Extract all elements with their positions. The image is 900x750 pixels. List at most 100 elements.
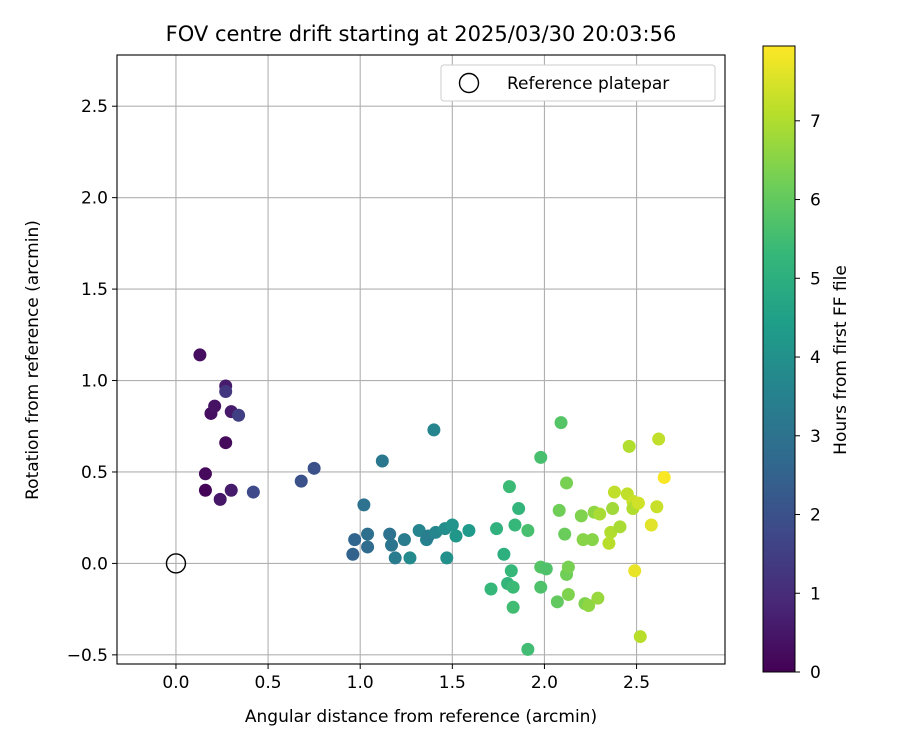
data-point	[385, 538, 399, 552]
data-point	[554, 416, 568, 430]
data-point	[403, 551, 417, 565]
data-point	[506, 600, 520, 614]
chart-title: FOV centre drift starting at 2025/03/30 …	[166, 22, 677, 46]
data-point	[232, 408, 246, 422]
data-point	[375, 454, 389, 468]
colorbar-label: Hours from first FF file	[831, 265, 851, 455]
data-point	[644, 518, 658, 532]
data-point	[631, 496, 645, 510]
data-point	[294, 474, 308, 488]
x-tick-label: 0.5	[255, 673, 282, 693]
data-point	[497, 547, 511, 561]
data-point	[652, 432, 666, 446]
plot-frame	[116, 54, 726, 665]
colorbar-tick-label: 0	[810, 663, 821, 683]
y-tick-label: 2.5	[81, 97, 108, 117]
scatter-plot-area: 0.0 0.5 1.0 1.5 2.0 2.5 −0.5 0.0 0.5 1.0 1.5 2.0 2.…	[67, 54, 726, 693]
data-point	[198, 467, 212, 481]
y-axis-label: Rotation from reference (arcmin)	[23, 220, 43, 500]
data-point	[246, 485, 260, 499]
legend-box	[440, 64, 716, 102]
data-point	[606, 502, 620, 516]
y-axis-ticks: −0.5 0.0 0.5 1.0 1.5 2.0 2.5	[67, 97, 117, 666]
data-point	[550, 595, 564, 609]
data-point	[593, 507, 607, 521]
colorbar-ticks: 0 1 2 3 4 5 6 7	[795, 112, 821, 683]
y-tick-label: 0.5	[81, 463, 108, 483]
colorbar-tick-label: 3	[810, 427, 821, 447]
data-point	[208, 399, 222, 413]
x-tick-label: 2.5	[623, 673, 650, 693]
data-point	[213, 492, 227, 506]
data-point	[445, 518, 459, 532]
reference-platepar-marker	[165, 553, 187, 574]
colorbar-tick-label: 5	[810, 269, 821, 289]
data-point	[591, 591, 605, 605]
x-axis-label: Angular distance from reference (arcmin)	[245, 707, 597, 727]
colorbar: 0 1 2 3 4 5 6 7 Hours from first FF file	[762, 45, 851, 683]
y-tick-label: 2.0	[81, 189, 108, 209]
y-tick-label: −0.5	[67, 646, 108, 666]
colorbar-tick-label: 1	[810, 584, 821, 604]
data-points	[193, 348, 671, 656]
data-point	[574, 509, 588, 523]
data-point	[361, 527, 375, 541]
data-point	[534, 450, 548, 464]
data-point	[521, 642, 535, 656]
data-point	[502, 480, 516, 494]
data-point	[506, 580, 520, 594]
data-point	[539, 562, 553, 576]
data-point	[552, 503, 566, 517]
data-point	[613, 520, 627, 534]
data-point	[490, 522, 504, 536]
data-point	[219, 385, 233, 399]
data-point	[512, 502, 526, 516]
legend: Reference platepar	[440, 64, 716, 102]
data-point	[224, 483, 238, 497]
data-point	[657, 470, 671, 484]
data-point	[346, 547, 360, 561]
colorbar-tick-label: 2	[810, 506, 821, 526]
data-point	[508, 518, 522, 532]
x-tick-label: 0.0	[162, 673, 189, 693]
x-axis-ticks: 0.0 0.5 1.0 1.5 2.0 2.5	[162, 664, 650, 693]
data-point	[504, 564, 518, 578]
data-point	[219, 436, 233, 450]
colorbar-gradient	[762, 45, 796, 673]
data-point	[585, 533, 599, 547]
data-point	[462, 523, 476, 537]
data-point	[383, 527, 397, 541]
data-point	[193, 348, 207, 362]
gridlines	[117, 55, 725, 664]
data-point	[534, 580, 548, 594]
data-point	[582, 598, 596, 612]
data-point	[484, 582, 498, 596]
x-tick-label: 1.5	[439, 673, 466, 693]
y-tick-label: 1.0	[81, 372, 108, 392]
data-point	[440, 551, 454, 565]
data-point	[622, 439, 636, 453]
data-point	[561, 588, 575, 602]
data-point	[607, 485, 621, 499]
colorbar-tick-label: 6	[810, 191, 821, 211]
data-point	[361, 540, 375, 554]
data-point	[628, 564, 642, 578]
data-point	[602, 536, 616, 550]
colorbar-tick-label: 4	[810, 348, 821, 368]
data-point	[388, 551, 402, 565]
y-tick-label: 1.5	[81, 280, 108, 300]
data-point	[650, 500, 664, 514]
data-point	[576, 533, 590, 547]
x-tick-label: 1.0	[347, 673, 374, 693]
legend-marker-icon	[458, 72, 480, 94]
y-tick-label: 0.0	[81, 554, 108, 574]
x-tick-label: 2.0	[531, 673, 558, 693]
data-point	[560, 476, 574, 490]
legend-entry-reference-platepar: Reference platepar	[507, 74, 669, 94]
plot-background	[117, 55, 725, 664]
data-point	[633, 630, 647, 644]
data-point	[521, 523, 535, 537]
data-point	[357, 498, 371, 512]
data-point	[449, 529, 463, 543]
